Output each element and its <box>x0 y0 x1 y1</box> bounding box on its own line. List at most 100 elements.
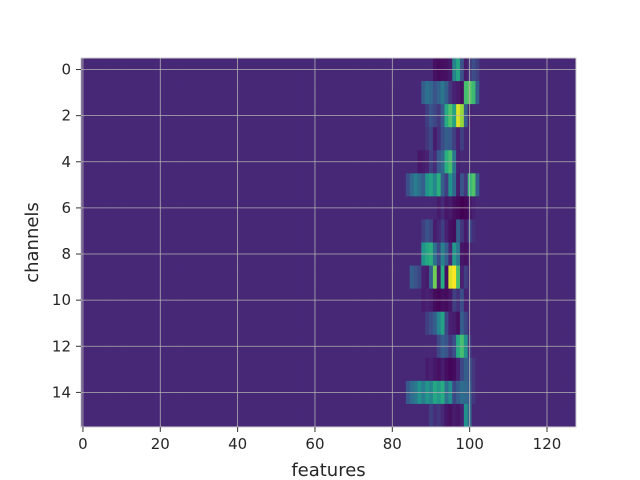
heatmap-cell <box>444 173 449 197</box>
heatmap-cell <box>506 81 511 105</box>
heatmap-cell <box>429 403 434 428</box>
heatmap-cell <box>490 127 496 151</box>
heatmap-cell <box>100 357 105 382</box>
heatmap-cell <box>572 357 577 382</box>
heatmap-cell <box>452 265 457 290</box>
heatmap-cell <box>479 127 484 151</box>
heatmap-cell <box>456 403 461 428</box>
heatmap-cell <box>278 173 283 197</box>
heatmap-cell <box>537 81 542 105</box>
heatmap-cell <box>266 357 271 382</box>
heatmap-cell <box>363 173 368 197</box>
x-tick-label: 60 <box>305 435 324 453</box>
heatmap-cell <box>529 219 534 243</box>
heatmap-cell <box>216 127 221 151</box>
heatmap-cell <box>166 127 171 151</box>
heatmap-cell <box>177 311 182 336</box>
heatmap-cell <box>224 219 229 243</box>
heatmap-cell <box>220 81 225 105</box>
heatmap-cell <box>494 127 500 151</box>
heatmap-cell <box>556 357 561 382</box>
heatmap-cell <box>270 219 275 243</box>
heatmap-cell <box>363 81 368 105</box>
heatmap-cell <box>502 81 507 105</box>
heatmap-cell <box>498 357 503 382</box>
heatmap-cell <box>169 173 175 197</box>
heatmap-cell <box>336 357 341 382</box>
heatmap-cell <box>440 265 445 290</box>
heatmap-cell <box>189 81 194 105</box>
heatmap-cell <box>193 357 198 382</box>
heatmap-cell <box>231 219 237 243</box>
heatmap-cell <box>448 403 453 428</box>
heatmap-cell <box>309 265 314 290</box>
grid-lines <box>81 58 576 427</box>
heatmap-cell <box>166 219 171 243</box>
heatmap-cell <box>475 127 480 151</box>
heatmap-cell <box>521 81 527 105</box>
heatmap-cell <box>142 311 148 336</box>
heatmap-cell <box>96 265 101 290</box>
heatmap-cell <box>239 403 244 428</box>
heatmap-cell <box>340 81 345 105</box>
heatmap-cell <box>111 219 117 243</box>
heatmap-cell <box>452 403 457 428</box>
heatmap-cell <box>351 357 356 382</box>
heatmap-cell <box>409 81 414 105</box>
heatmap-cell <box>452 219 457 243</box>
heatmap-cell <box>266 219 271 243</box>
heatmap-cell <box>548 311 554 336</box>
heatmap-cell <box>92 81 97 105</box>
heatmap-cell <box>510 403 515 428</box>
heatmap-cell <box>262 173 268 197</box>
y-tick-label: 4 <box>61 153 71 171</box>
heatmap-cell <box>336 127 341 151</box>
heatmap-cell <box>220 357 225 382</box>
heatmap-cell <box>88 265 93 290</box>
heatmap-cell <box>224 311 229 336</box>
heatmap-cell <box>251 173 256 197</box>
heatmap-cell <box>247 265 252 290</box>
heatmap-cell <box>100 265 105 290</box>
heatmap-cell <box>297 265 302 290</box>
heatmap-cell <box>487 403 492 428</box>
heatmap-cell <box>483 173 488 197</box>
heatmap-cell <box>162 311 167 336</box>
heatmap-cell <box>224 127 229 151</box>
heatmap-cell <box>351 81 356 105</box>
heatmap-cell <box>285 127 291 151</box>
heatmap-cell <box>123 81 128 105</box>
heatmap-cell <box>251 219 256 243</box>
heatmap-cell <box>510 357 515 382</box>
heatmap-cell <box>193 173 198 197</box>
heatmap-cell <box>243 173 248 197</box>
heatmap-cell <box>521 357 527 382</box>
heatmap-cell <box>239 173 244 197</box>
heatmap-cell <box>343 311 349 336</box>
heatmap-cell <box>359 173 364 197</box>
heatmap-cell <box>92 311 97 336</box>
heatmap-cell <box>227 403 233 428</box>
heatmap-cell <box>224 403 229 428</box>
heatmap-cell <box>471 81 476 105</box>
heatmap-cell <box>185 219 190 243</box>
heatmap-cell <box>266 265 271 290</box>
heatmap-cells <box>81 58 577 428</box>
heatmap-cell <box>119 311 124 336</box>
heatmap-cell <box>429 81 434 105</box>
heatmap-cell <box>564 219 569 243</box>
heatmap-cell <box>440 357 445 382</box>
heatmap-cell <box>502 357 507 382</box>
heatmap-cell <box>413 265 418 290</box>
heatmap-cell <box>278 81 283 105</box>
heatmap-cell <box>297 311 302 336</box>
heatmap-cell <box>533 81 538 105</box>
heatmap-cell <box>572 81 577 105</box>
heatmap-cell <box>305 173 310 197</box>
heatmap-cell <box>560 311 565 336</box>
heatmap-cell <box>421 311 426 336</box>
heatmap-cell <box>568 81 573 105</box>
heatmap-cell <box>197 219 202 243</box>
heatmap-cell <box>181 357 186 382</box>
heatmap-cell <box>456 357 461 382</box>
